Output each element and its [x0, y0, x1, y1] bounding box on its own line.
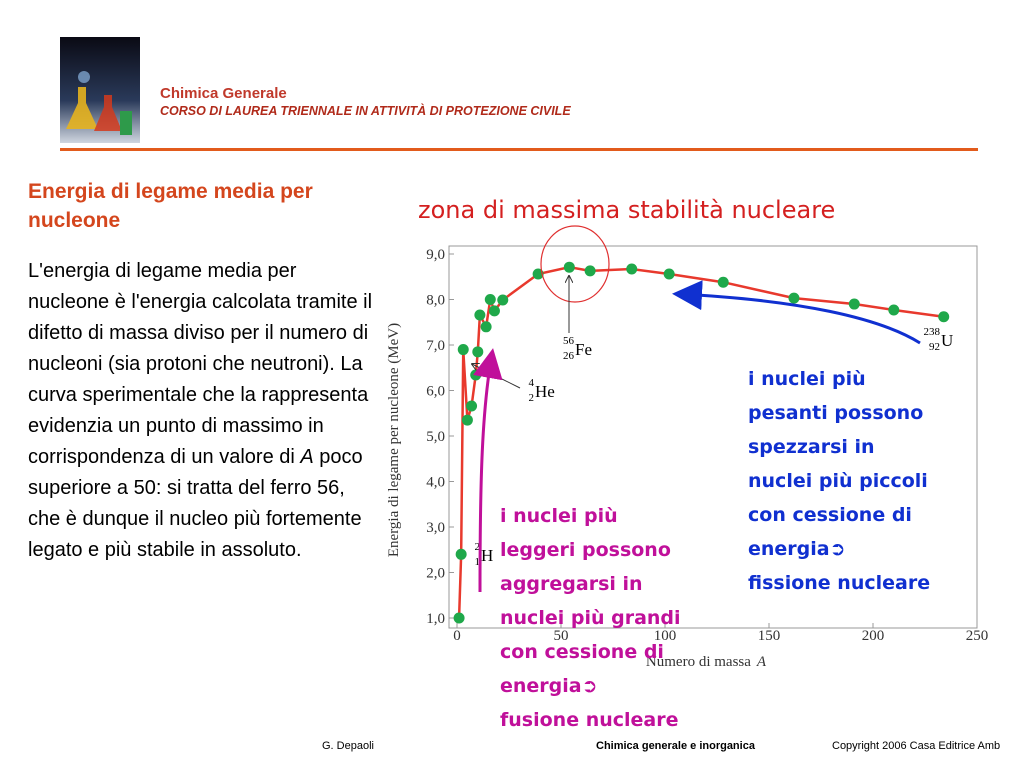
data-point	[584, 265, 596, 277]
data-point	[484, 294, 496, 305]
fusion-note: i nuclei più	[500, 505, 618, 527]
y-tick-label: 7,0	[426, 338, 445, 354]
y-tick-label: 4,0	[426, 475, 445, 491]
isotope-z: 1	[475, 556, 481, 568]
isotope-z: 26	[563, 350, 575, 362]
x-tick-label: 150	[758, 628, 781, 644]
y-tick-label: 5,0	[426, 429, 445, 445]
data-point	[888, 304, 900, 316]
fission-note: con cessione di	[748, 504, 912, 526]
data-point	[626, 263, 638, 275]
fission-note: fissione nucleare	[748, 572, 930, 594]
isotope-z: 92	[929, 341, 940, 353]
isotope-symbol: He	[535, 382, 555, 401]
fit-curve	[457, 265, 944, 619]
data-point	[466, 400, 478, 412]
x-tick-label: 100	[654, 628, 677, 644]
footer-course: Chimica generale e inorganica	[596, 740, 755, 752]
fusion-note: aggregarsi in	[500, 573, 643, 595]
header-subtitle: CORSO DI LAUREA TRIENNALE IN ATTIVITÀ DI…	[160, 104, 571, 118]
data-point	[717, 276, 729, 288]
fission-note: nuclei più piccoli	[748, 470, 928, 492]
x-tick-label: 50	[554, 628, 569, 644]
data-point	[472, 346, 484, 358]
data-point	[474, 309, 486, 321]
section-body: L'energia di legame media per nucleone è…	[28, 256, 376, 566]
fusion-note: nuclei più grandi	[500, 607, 681, 629]
isotope-mass: 4	[529, 377, 535, 389]
header-rule	[60, 148, 978, 151]
fission-note: pesanti possono	[748, 402, 923, 424]
data-point	[497, 294, 509, 306]
x-tick-label: 250	[966, 628, 989, 644]
fission-note: spezzarsi in	[748, 436, 875, 458]
x-axis-label-var: A	[756, 654, 767, 670]
data-point	[455, 548, 467, 560]
plot-frame	[448, 245, 978, 629]
section-heading: Energia di legame media per nucleone	[28, 180, 313, 232]
x-axis-label: Numero di massa A	[646, 654, 767, 670]
data-point	[453, 612, 465, 624]
isotope-symbol: H	[481, 546, 493, 565]
fusion-note: con cessione di	[500, 641, 664, 663]
data-point	[788, 292, 800, 304]
footer-copyright: Copyright 2006 Casa Editrice Amb	[832, 740, 1001, 752]
data-point	[532, 268, 544, 280]
data-point	[461, 414, 473, 426]
fusion-arrow	[473, 348, 503, 593]
fusion-note: energia➲	[500, 675, 598, 697]
fusion-note: fusione nucleare	[500, 709, 679, 731]
data-point	[938, 311, 950, 323]
isotope-symbol: U	[941, 331, 953, 350]
fission-note: energia➲	[748, 538, 846, 560]
x-tick-label: 0	[453, 628, 461, 644]
y-axis-label: Energia di legame per nucleone (MeV)	[386, 323, 402, 557]
data-point	[563, 261, 575, 273]
isotope-z: 2	[529, 392, 535, 404]
y-tick-label: 6,0	[426, 384, 445, 400]
isotope-mass: 238	[924, 326, 941, 338]
y-tick-label: 3,0	[426, 520, 445, 536]
fusion-note: leggeri possono	[500, 539, 671, 561]
data-point	[457, 344, 469, 356]
data-point	[480, 321, 492, 333]
zone-title: zona di massima stabilità nucleare	[418, 196, 835, 224]
fission-note: i nuclei più	[748, 368, 866, 390]
x-axis-label-text: Numero di massa	[646, 654, 751, 670]
y-tick-label: 1,0	[426, 611, 445, 627]
logo	[60, 37, 140, 143]
max-circle	[540, 225, 610, 303]
isotope-symbol: Fe	[575, 340, 592, 359]
data-point	[663, 268, 675, 280]
fission-arrow	[672, 280, 921, 345]
y-tick-label: 2,0	[426, 566, 445, 582]
header-title: Chimica Generale	[160, 85, 287, 102]
body-text: L'energia di legame media per nucleone è…	[28, 260, 373, 468]
body-text: poco superiore a 50: si tratta del ferro…	[28, 446, 363, 561]
isotope-mass: 56	[563, 335, 575, 347]
data-point	[488, 305, 500, 317]
body-var: A	[300, 446, 314, 468]
data-point	[470, 369, 482, 381]
x-tick-label: 200	[862, 628, 885, 644]
footer-author: G. Depaoli	[322, 740, 374, 752]
data-point	[848, 298, 860, 310]
isotope-mass: 2	[475, 541, 481, 553]
y-tick-label: 9,0	[426, 247, 445, 263]
y-tick-label: 8,0	[426, 293, 445, 309]
